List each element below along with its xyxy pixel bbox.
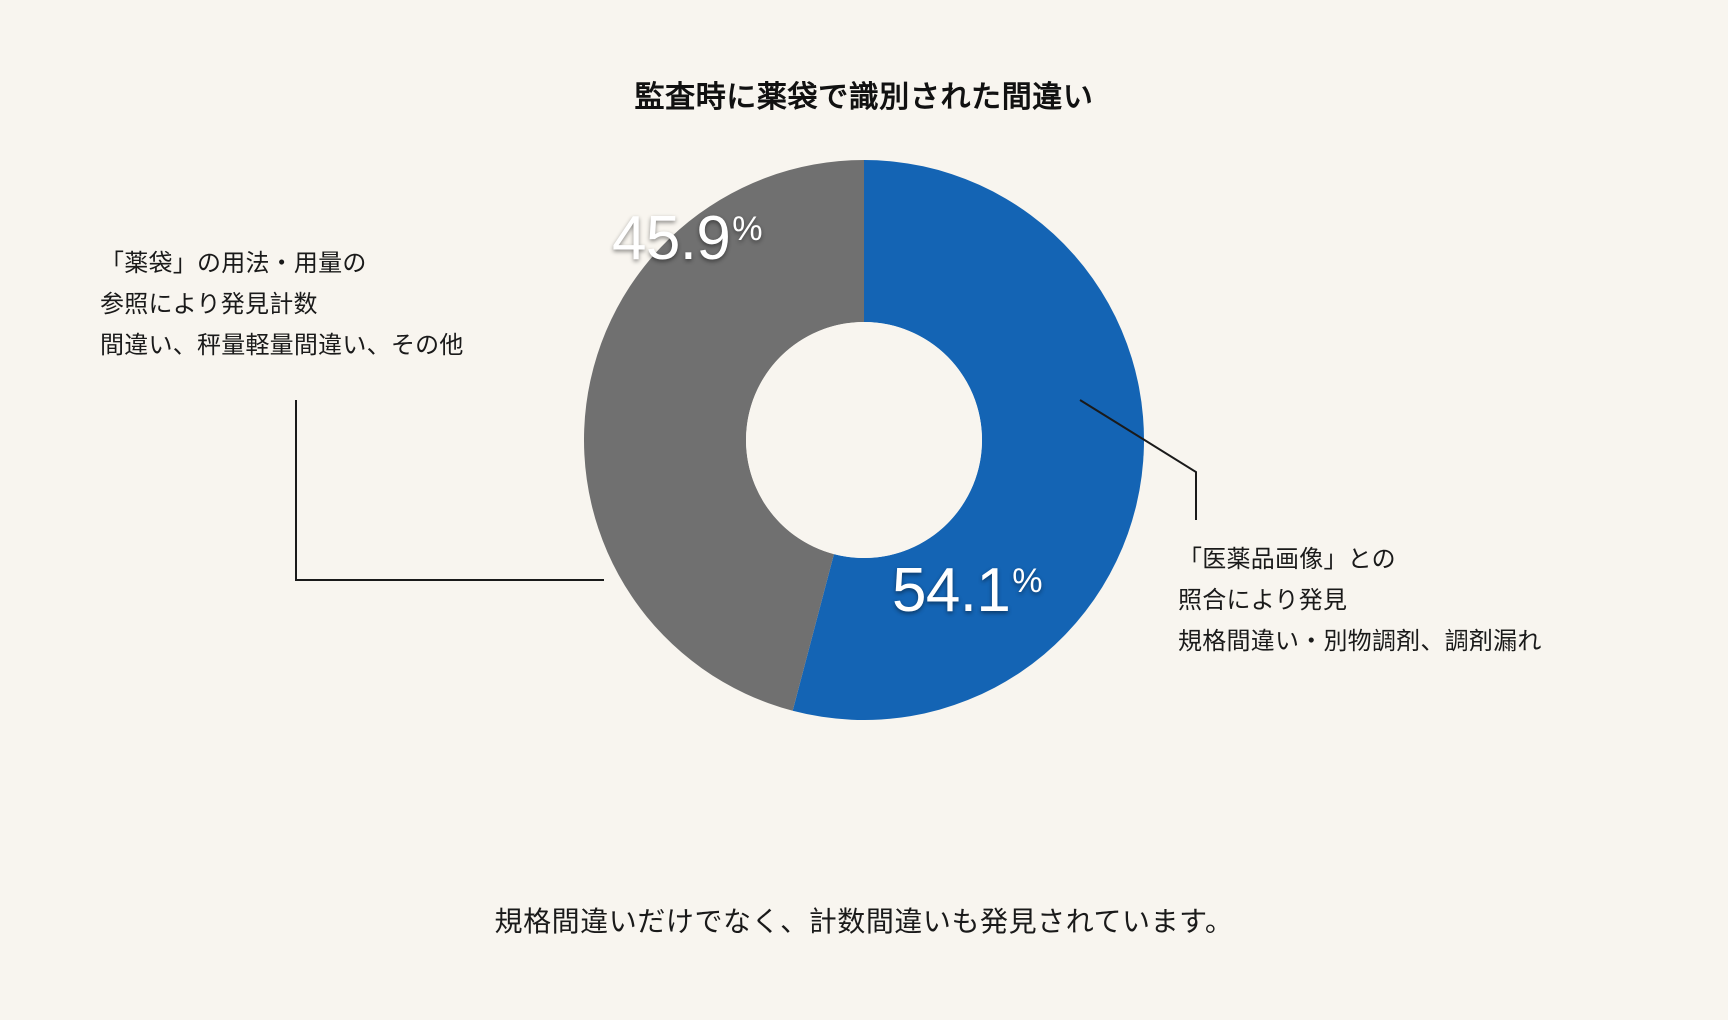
pct-unit-gray: % [732,210,762,248]
pct-unit-blue: % [1012,562,1042,600]
pct-value-gray: 45.9 [612,204,730,273]
chart-stage: 監査時に薬袋で識別された間違い 54.1% 45.9% 「医薬品画像」との 照合… [0,0,1728,1020]
annotation-left-line-1: 「薬袋」の用法・用量の [100,244,464,285]
pct-label-gray: 45.9% [612,208,762,270]
pct-label-blue: 54.1% [892,560,1042,622]
donut-hole [746,322,982,558]
leader-left [296,400,604,580]
annotation-left-line-2: 参照により発見計数 [100,285,464,326]
annotation-left-line-3: 間違い、秤量軽量間違い、その他 [100,326,464,367]
chart-title: 監査時に薬袋で識別された間違い [635,72,1094,116]
annotation-left: 「薬袋」の用法・用量の 参照により発見計数 間違い、秤量軽量間違い、その他 [100,244,464,366]
annotation-right-line-3: 規格間違い・別物調剤、調剤漏れ [1178,622,1542,663]
annotation-right: 「医薬品画像」との 照合により発見 規格間違い・別物調剤、調剤漏れ [1178,540,1542,662]
chart-caption: 規格間違いだけでなく、計数間違いも発見されています。 [495,900,1234,940]
pct-value-blue: 54.1 [892,556,1010,625]
annotation-right-line-2: 照合により発見 [1178,581,1542,622]
annotation-right-line-1: 「医薬品画像」との [1178,540,1542,581]
